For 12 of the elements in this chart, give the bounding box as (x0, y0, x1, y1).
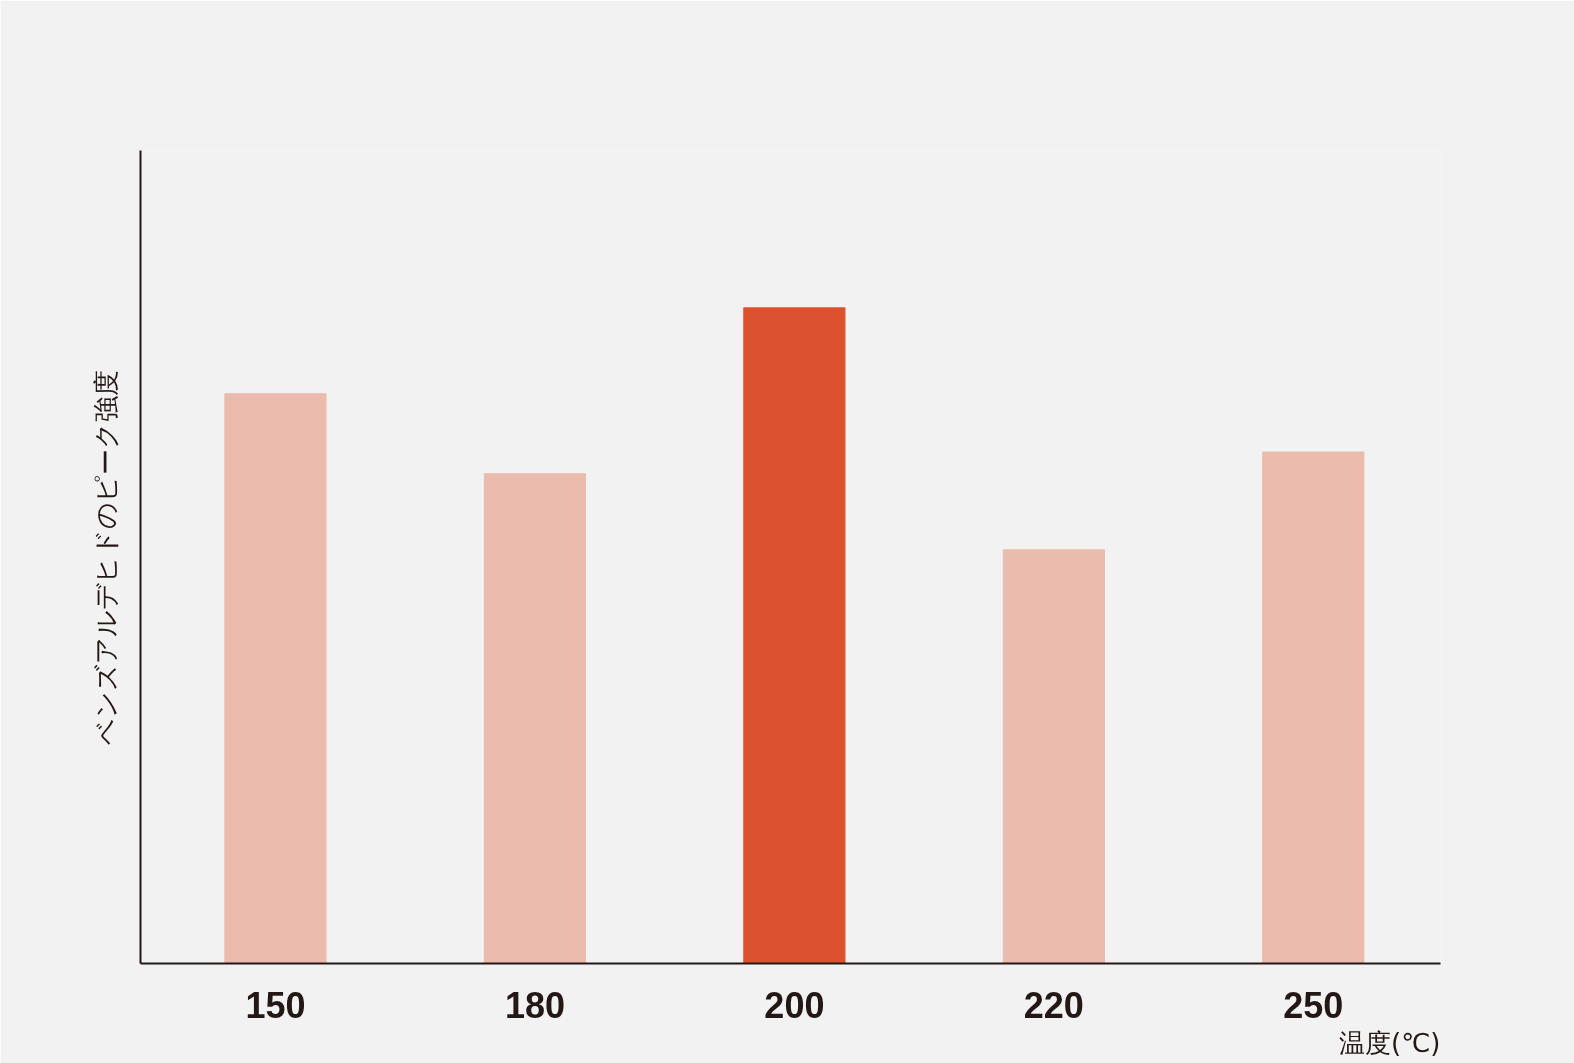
bar (483, 473, 587, 964)
bar (1262, 451, 1365, 964)
x-tick-label: 250 (1283, 984, 1344, 1026)
bar (743, 307, 846, 964)
x-tick-label: 200 (764, 984, 825, 1026)
x-tick-label: 150 (245, 984, 306, 1026)
x-tick-label: 180 (504, 984, 565, 1026)
bar (224, 393, 327, 964)
y-axis-title: ベンズアルデヒドのピーク強度 (90, 369, 121, 745)
x-axis-title: 温度(℃) (1339, 1027, 1441, 1058)
x-tick-label: 220 (1023, 984, 1084, 1026)
bar (1002, 549, 1105, 964)
